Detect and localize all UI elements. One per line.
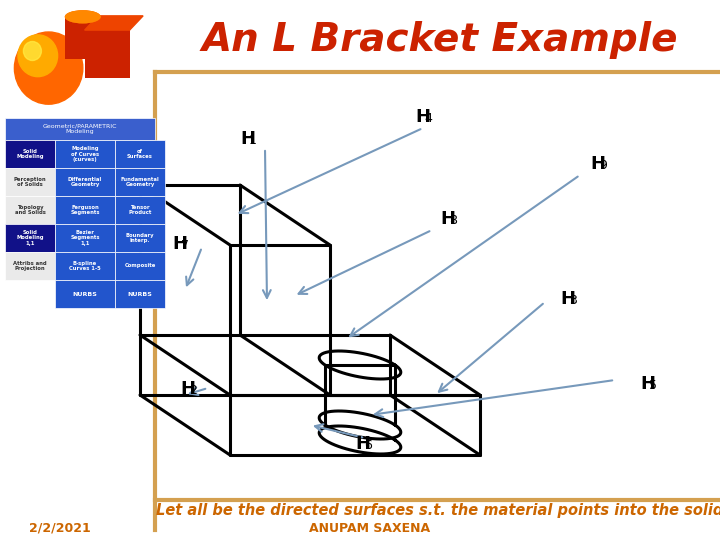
Polygon shape xyxy=(85,16,143,30)
Text: H: H xyxy=(172,235,187,253)
Bar xyxy=(5,118,155,140)
Bar xyxy=(115,168,165,196)
Text: 9: 9 xyxy=(599,159,607,172)
Text: Let all be the directed surfaces s.t. the material points into the solid: Let all be the directed surfaces s.t. th… xyxy=(156,503,720,517)
Circle shape xyxy=(14,32,83,104)
Text: 1: 1 xyxy=(249,134,257,147)
Bar xyxy=(5,196,55,224)
Text: Solid
Modeling
1,1: Solid Modeling 1,1 xyxy=(17,230,44,246)
Text: Geometric/PARAMETRIC
Modeling: Geometric/PARAMETRIC Modeling xyxy=(42,124,117,134)
Text: An L Bracket Example: An L Bracket Example xyxy=(202,21,678,59)
Bar xyxy=(55,252,115,280)
Bar xyxy=(115,252,165,280)
Text: H: H xyxy=(590,155,605,173)
Text: H: H xyxy=(560,290,575,308)
Bar xyxy=(5,168,55,196)
Text: 7: 7 xyxy=(181,239,189,252)
Text: H: H xyxy=(180,380,195,398)
Text: Tensor
Product: Tensor Product xyxy=(128,205,152,215)
Bar xyxy=(85,30,130,78)
Bar xyxy=(5,224,55,252)
Text: Topology
and Solids: Topology and Solids xyxy=(14,205,45,215)
Bar xyxy=(55,140,115,168)
Text: H: H xyxy=(640,375,655,393)
Text: B-spline
Curves 1-5: B-spline Curves 1-5 xyxy=(69,261,101,272)
Text: Differential
Geometry: Differential Geometry xyxy=(68,177,102,187)
Bar xyxy=(55,280,115,308)
Text: Bezier
Segments
1,1: Bezier Segments 1,1 xyxy=(71,230,100,246)
Bar xyxy=(55,196,115,224)
Bar xyxy=(5,140,55,168)
Bar xyxy=(115,280,165,308)
Circle shape xyxy=(24,42,42,60)
Text: Fundamental
Geometry: Fundamental Geometry xyxy=(121,177,159,187)
Text: NURBS: NURBS xyxy=(73,292,97,296)
Text: ANUPAM SAXENA: ANUPAM SAXENA xyxy=(310,522,431,535)
Text: H: H xyxy=(415,108,430,126)
Text: Solid
Modeling: Solid Modeling xyxy=(17,148,44,159)
Bar xyxy=(5,252,55,280)
Text: 2/2/2021: 2/2/2021 xyxy=(29,522,91,535)
Bar xyxy=(115,140,165,168)
Text: Ferguson
Segments: Ferguson Segments xyxy=(71,205,100,215)
Bar xyxy=(115,224,165,252)
Text: H: H xyxy=(240,130,255,148)
Bar xyxy=(65,17,101,59)
Text: 5: 5 xyxy=(649,379,657,392)
Text: H: H xyxy=(440,210,455,228)
Bar xyxy=(115,196,165,224)
Ellipse shape xyxy=(65,10,101,23)
Text: Attribs and
Projection: Attribs and Projection xyxy=(13,261,47,272)
Text: 4: 4 xyxy=(424,112,432,125)
Text: NURBS: NURBS xyxy=(127,292,153,296)
Text: of
Surfaces: of Surfaces xyxy=(127,148,153,159)
Text: 3: 3 xyxy=(569,294,577,307)
Text: H: H xyxy=(355,435,370,453)
Text: 6: 6 xyxy=(364,439,372,452)
Bar xyxy=(55,168,115,196)
Circle shape xyxy=(18,35,58,77)
Text: Perception
of Solids: Perception of Solids xyxy=(14,177,46,187)
Text: Boundary
Interp.: Boundary Interp. xyxy=(126,233,154,244)
Text: Composite: Composite xyxy=(125,264,156,268)
Text: 2: 2 xyxy=(189,384,197,397)
Text: 8: 8 xyxy=(449,214,457,227)
Ellipse shape xyxy=(65,10,101,23)
Text: Modeling
of Curves
(curves): Modeling of Curves (curves) xyxy=(71,146,99,163)
Bar xyxy=(55,224,115,252)
